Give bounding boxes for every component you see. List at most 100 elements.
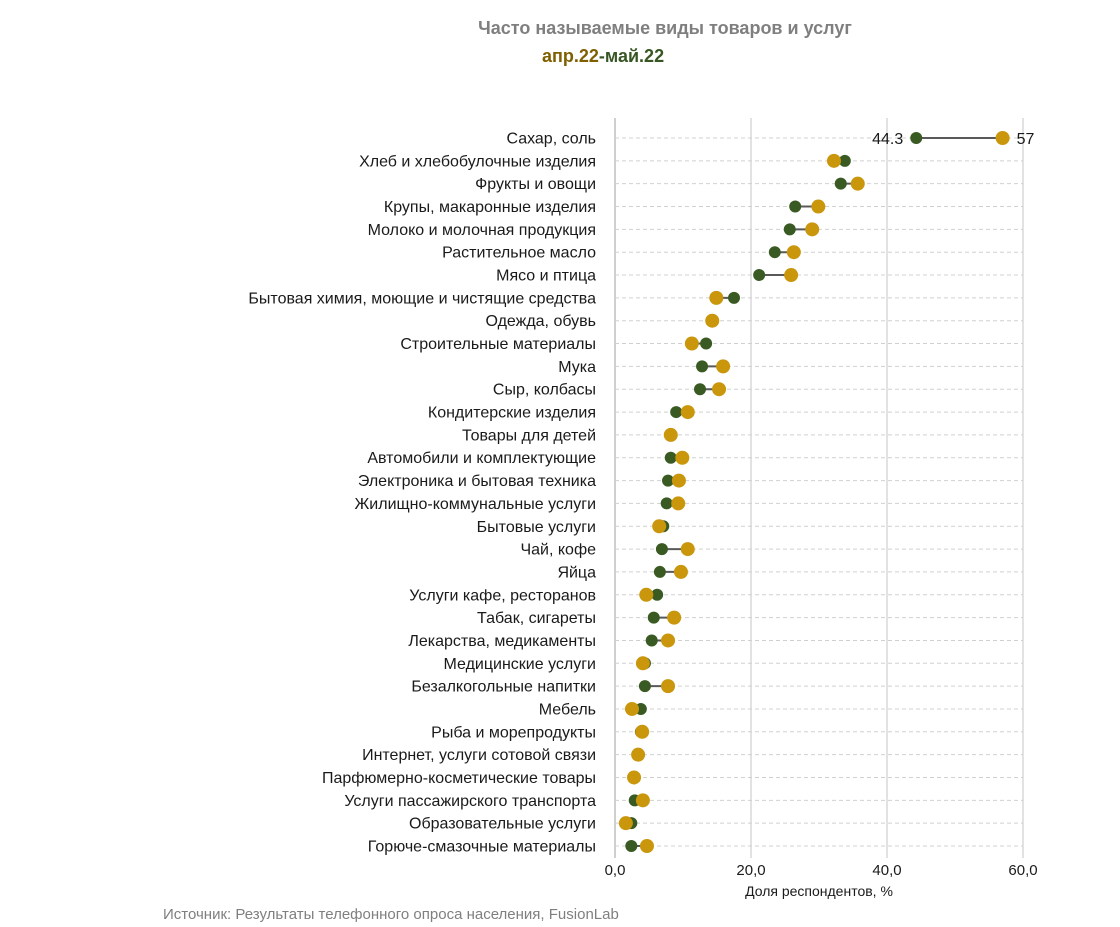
point-april bbox=[680, 405, 695, 420]
point-april bbox=[635, 656, 650, 671]
point-may bbox=[728, 291, 740, 304]
category-label: Хлеб и хлебобулочные изделия bbox=[359, 153, 596, 170]
point-april bbox=[684, 336, 699, 351]
point-april bbox=[627, 770, 642, 785]
point-may bbox=[789, 200, 802, 213]
category-label: Чай, кофе bbox=[520, 542, 596, 559]
point-april bbox=[675, 450, 690, 465]
point-may bbox=[655, 543, 668, 556]
data-label-may: 44.3 bbox=[872, 131, 903, 148]
category-label: Жилищно-коммунальные услуги bbox=[355, 496, 596, 513]
category-label: Интернет, услуги сотовой связи bbox=[362, 747, 596, 764]
subtitle-may: -май.22 bbox=[598, 46, 665, 66]
point-april bbox=[661, 633, 676, 648]
point-may bbox=[768, 246, 781, 259]
category-label: Образовательные услуги bbox=[409, 816, 596, 833]
category-label: Парфюмерно-косметические товары bbox=[322, 770, 596, 787]
category-label: Рыба и морепродукты bbox=[431, 724, 596, 741]
category-label: Безалкогольные напитки bbox=[411, 679, 596, 696]
point-may bbox=[838, 154, 851, 167]
category-label: Мебель bbox=[539, 701, 596, 718]
chart-subtitle: апр.22-май.22 bbox=[542, 46, 664, 67]
x-axis-label: Доля респондентов, % bbox=[745, 883, 893, 899]
point-april bbox=[631, 747, 646, 762]
x-tick-label: 20,0 bbox=[736, 862, 765, 879]
point-may bbox=[662, 474, 675, 487]
category-label: Фрукты и овощи bbox=[475, 176, 596, 193]
category-label: Сахар, соль bbox=[506, 131, 596, 148]
category-label: Услуги кафе, ресторанов bbox=[409, 587, 596, 604]
category-label: Электроника и бытовая техника bbox=[358, 473, 596, 490]
point-april bbox=[850, 176, 865, 191]
x-tick-label: 40,0 bbox=[872, 862, 901, 879]
point-april bbox=[635, 724, 650, 739]
point-april bbox=[671, 496, 686, 511]
category-label: Табак, сигареты bbox=[477, 610, 596, 627]
category-label: Яйца bbox=[557, 564, 596, 581]
category-label: Лекарства, медикаменты bbox=[408, 633, 596, 650]
point-may bbox=[696, 360, 709, 373]
x-tick-label: 60,0 bbox=[1008, 862, 1037, 879]
category-label: Автомобили и комплектующие bbox=[367, 450, 596, 467]
point-april bbox=[709, 290, 724, 305]
point-may bbox=[783, 223, 796, 236]
data-label-april: 57 bbox=[1017, 131, 1035, 148]
point-april bbox=[673, 564, 688, 579]
point-may bbox=[625, 840, 638, 852]
point-april bbox=[995, 131, 1010, 145]
point-april bbox=[661, 679, 676, 694]
source-note: Источник: Результаты телефонного опроса … bbox=[163, 906, 619, 923]
point-may bbox=[645, 634, 658, 647]
category-label: Бытовые услуги bbox=[477, 519, 596, 536]
point-april bbox=[667, 610, 682, 625]
category-label: Строительные материалы bbox=[400, 336, 596, 353]
point-may bbox=[653, 565, 666, 578]
point-may bbox=[664, 451, 677, 464]
point-may bbox=[638, 680, 651, 693]
category-label: Сыр, колбасы bbox=[493, 382, 596, 399]
point-may bbox=[700, 337, 713, 350]
category-label: Услуги пассажирского транспорта bbox=[344, 793, 596, 810]
point-april bbox=[705, 313, 720, 328]
point-april bbox=[680, 542, 695, 557]
point-may bbox=[670, 406, 683, 419]
point-april bbox=[826, 153, 841, 168]
point-may bbox=[753, 269, 766, 282]
point-april bbox=[652, 519, 667, 534]
point-april bbox=[639, 839, 654, 853]
point-april bbox=[618, 816, 633, 831]
point-april bbox=[786, 245, 801, 260]
point-april bbox=[716, 359, 731, 374]
chart-title: Часто называемые виды товаров и услуг bbox=[478, 18, 852, 38]
subtitle-april: апр.22 bbox=[542, 46, 599, 66]
category-label: Бытовая химия, моющие и чистящие средств… bbox=[248, 290, 596, 307]
point-may bbox=[834, 177, 847, 190]
category-label: Мясо и птица bbox=[496, 268, 596, 285]
point-april bbox=[671, 473, 686, 488]
point-april bbox=[805, 222, 820, 237]
point-april bbox=[639, 587, 654, 602]
point-april bbox=[625, 701, 639, 716]
point-may bbox=[910, 132, 923, 144]
category-label: Кондитерские изделия bbox=[428, 405, 596, 422]
category-label: Медицинские услуги bbox=[444, 656, 596, 673]
category-label: Крупы, макаронные изделия bbox=[384, 199, 596, 216]
point-april bbox=[663, 427, 678, 442]
category-label: Товары для детей bbox=[462, 427, 596, 444]
point-may bbox=[694, 383, 706, 396]
point-april bbox=[635, 793, 650, 808]
point-may bbox=[651, 588, 664, 601]
point-april bbox=[811, 199, 826, 214]
category-label: Одежда, обувь bbox=[485, 313, 596, 330]
category-label: Горюче-смазочные материалы bbox=[368, 839, 596, 856]
category-label: Молоко и молочная продукция bbox=[368, 222, 596, 239]
point-may bbox=[660, 497, 673, 510]
category-label: Мука bbox=[558, 359, 596, 376]
category-label: Растительное масло bbox=[442, 245, 596, 262]
x-tick-label: 0,0 bbox=[605, 862, 626, 879]
point-may bbox=[647, 611, 660, 624]
point-april bbox=[712, 382, 727, 397]
point-april bbox=[784, 268, 799, 283]
